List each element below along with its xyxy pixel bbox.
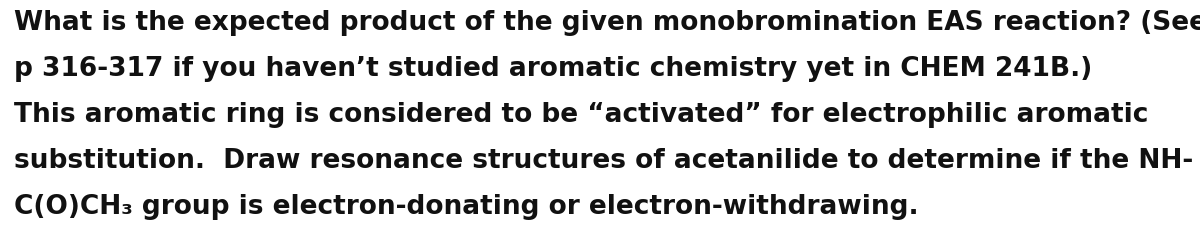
Text: substitution.  Draw resonance structures of acetanilide to determine if the NH-: substitution. Draw resonance structures … bbox=[14, 148, 1193, 174]
Text: This aromatic ring is considered to be “activated” for electrophilic aromatic: This aromatic ring is considered to be “… bbox=[14, 102, 1148, 128]
Text: What is the expected product of the given monobromination EAS reaction? (See: What is the expected product of the give… bbox=[14, 10, 1200, 36]
Text: p 316-317 if you haven’t studied aromatic chemistry yet in CHEM 241B.): p 316-317 if you haven’t studied aromati… bbox=[14, 56, 1092, 82]
Text: C(O)CH₃ group is electron-donating or electron-withdrawing.: C(O)CH₃ group is electron-donating or el… bbox=[14, 194, 919, 220]
